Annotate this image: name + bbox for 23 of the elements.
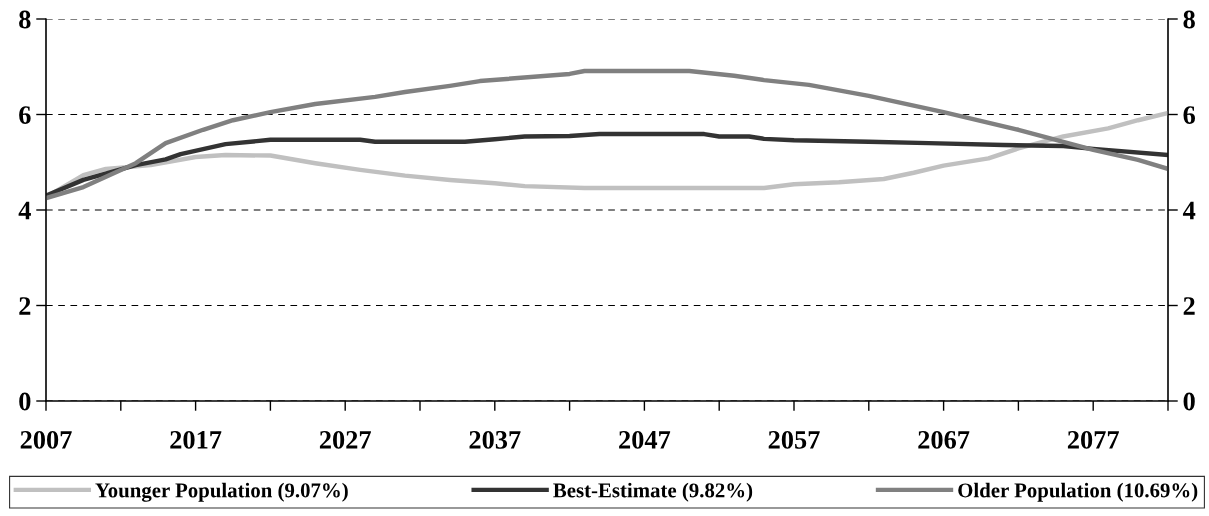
legend-label: Younger Population (9.07%) xyxy=(95,482,348,502)
legend-label: Older Population (10.69%) xyxy=(958,482,1198,502)
x-tick-label: 2007 xyxy=(20,430,72,449)
y2-tick-label: 4 xyxy=(1182,201,1196,220)
x-tick-label: 2037 xyxy=(469,430,521,449)
y2-tick-label: 0 xyxy=(1183,392,1195,411)
x-tick-label: 2017 xyxy=(170,430,222,449)
y-tick-label: 4 xyxy=(18,201,31,220)
x-tick-label: 2047 xyxy=(619,430,671,449)
y-tick-label: 0 xyxy=(19,392,31,411)
x-tick-label: 2067 xyxy=(918,430,970,449)
line-series xyxy=(46,68,1168,201)
y2-tick-label: 6 xyxy=(1183,106,1196,124)
y2-tick-label: 2 xyxy=(1183,297,1195,315)
y-tick-label: 8 xyxy=(19,10,31,29)
y-tick-label: 2 xyxy=(19,297,31,315)
line-series xyxy=(46,131,1168,198)
y2-tick-label: 8 xyxy=(1183,10,1195,29)
x-tick-label: 2057 xyxy=(768,430,820,449)
y-tick-label: 6 xyxy=(19,106,31,124)
x-tick-label: 2077 xyxy=(1067,430,1119,449)
legend-label: Best-Estimate (9.82%) xyxy=(553,482,753,502)
x-tick-label: 2027 xyxy=(319,430,371,449)
